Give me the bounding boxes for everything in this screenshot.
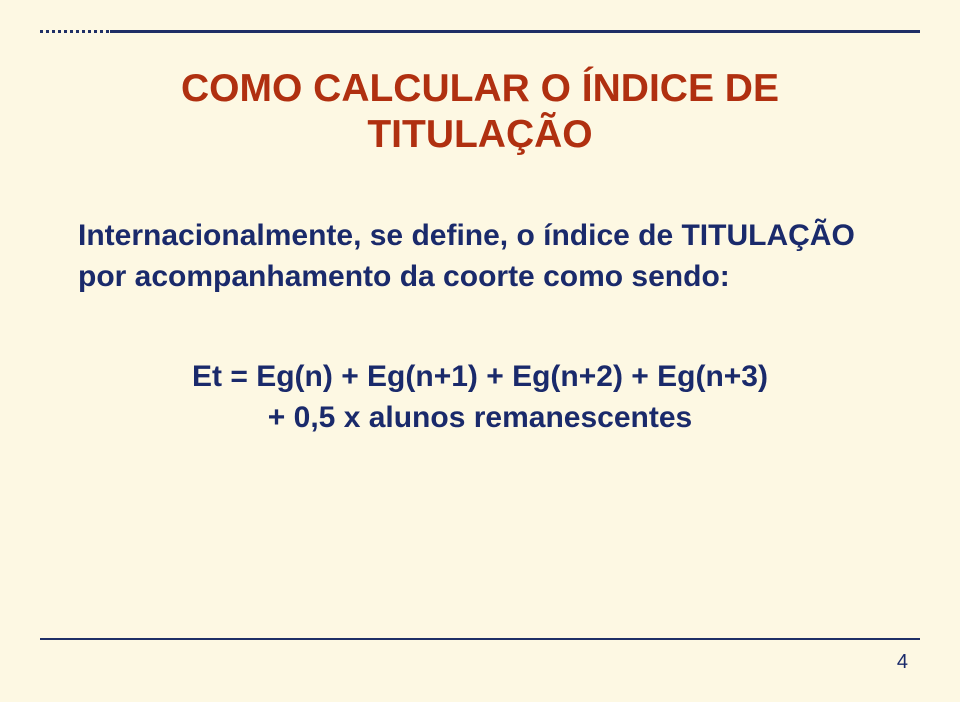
top-rule-solid [110,30,920,33]
title-line-2: TITULAÇÃO [367,113,592,156]
formula-line-2: + 0,5 x alunos remanescentes [78,398,882,439]
body-text: Internacionalmente, se define, o índice … [78,216,882,297]
title-line-1: COMO CALCULAR O ÍNDICE DE [181,67,779,110]
page-number: 4 [897,651,908,674]
title-block: COMO CALCULAR O ÍNDICE DE TITULAÇÃO [78,66,882,158]
formula-line-1: Et = Eg(n) + Eg(n+1) + Eg(n+2) + Eg(n+3) [78,357,882,398]
formula-block: Et = Eg(n) + Eg(n+1) + Eg(n+2) + Eg(n+3)… [78,357,882,438]
top-rule-dashes [40,30,110,33]
top-rule [40,30,920,33]
slide: COMO CALCULAR O ÍNDICE DE TITULAÇÃO Inte… [0,0,960,702]
slide-title: COMO CALCULAR O ÍNDICE DE TITULAÇÃO [78,66,882,158]
bottom-rule [40,638,920,640]
